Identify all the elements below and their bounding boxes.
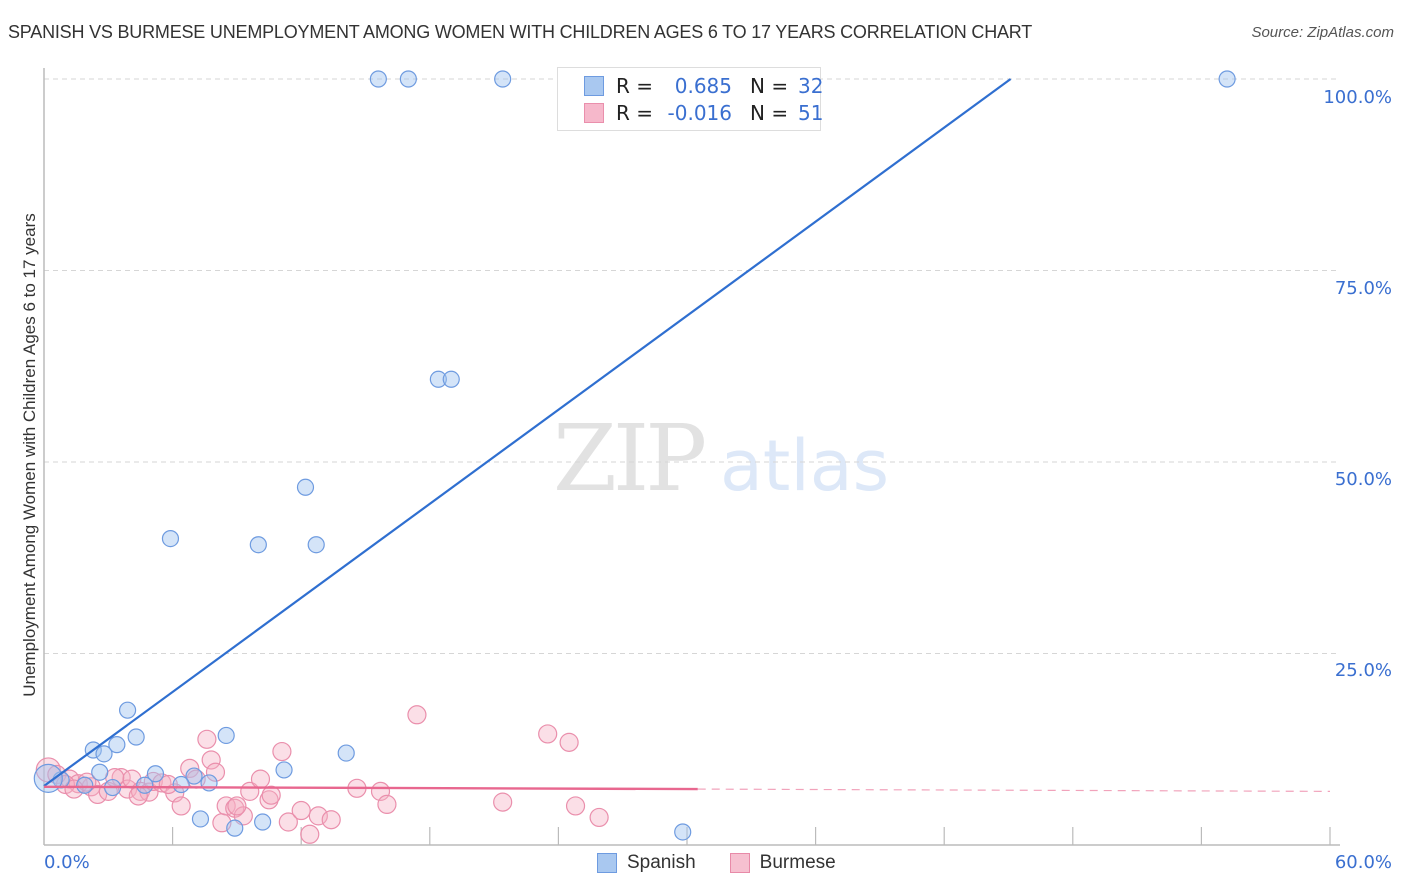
spanish-point	[296, 478, 315, 496]
spanish-point	[217, 726, 235, 745]
n-value: 32	[798, 74, 824, 98]
burmese-point	[233, 806, 253, 826]
series-legend: Spanish Burmese	[597, 852, 870, 874]
spanish-point	[91, 763, 109, 781]
burmese-trend-line	[43, 785, 698, 791]
n-label: N =	[750, 101, 789, 125]
spanish-point	[191, 810, 210, 828]
y-axis-title: Unemployment Among Women with Children A…	[20, 213, 39, 697]
spanish-point	[226, 819, 244, 837]
spanish-point	[1218, 70, 1236, 88]
burmese-point	[538, 724, 558, 744]
spanish-point	[275, 761, 293, 779]
axes	[43, 68, 1340, 846]
chart-title: SPANISH VS BURMESE UNEMPLOYMENT AMONG WO…	[8, 22, 1033, 42]
burmese-point	[227, 796, 247, 816]
burmese-point	[308, 806, 328, 826]
spanish-point	[185, 767, 203, 785]
spanish-point	[442, 370, 460, 388]
burmese-point	[565, 796, 586, 816]
burmese-point	[55, 774, 76, 795]
burmese-point	[158, 774, 178, 795]
spanish-point	[307, 536, 325, 554]
burmese-point	[407, 705, 427, 725]
legend-item-burmese[interactable]: Burmese	[729, 852, 836, 874]
legend-label-spanish: Spanish	[627, 852, 696, 873]
spanish-point	[127, 728, 145, 746]
legend-row-spanish: R = 0.685 N = 32	[584, 74, 823, 98]
burmese-point	[300, 824, 320, 844]
burmese-swatch	[584, 103, 604, 123]
burmese-point	[171, 796, 191, 816]
burmese-point	[180, 758, 200, 779]
spanish-point	[429, 370, 447, 388]
spanish-swatch	[584, 76, 604, 96]
burmese-point	[201, 750, 221, 770]
spanish-point	[136, 776, 154, 794]
spanish-point	[369, 70, 387, 88]
burmese-swatch	[729, 853, 750, 873]
n-value: 51	[798, 101, 824, 125]
spanish-swatch	[597, 853, 617, 873]
burmese-point	[291, 800, 311, 821]
spanish-point	[494, 70, 512, 88]
spanish-point	[399, 70, 417, 88]
spanish-point	[674, 823, 692, 841]
legend-row-burmese: R = -0.016 N = 51	[584, 101, 823, 125]
burmese-point	[493, 792, 513, 812]
burmese-point	[272, 741, 292, 762]
trend-lines	[43, 78, 1331, 792]
y-tick-50: 50.0%	[1334, 469, 1392, 490]
spanish-point	[118, 701, 137, 719]
burmese-point	[205, 762, 226, 782]
y-tick-100: 100.0%	[1323, 87, 1392, 108]
legend-label-burmese: Burmese	[759, 852, 836, 873]
burmese-point	[321, 810, 341, 830]
watermark-zip: ZIP	[553, 405, 707, 512]
y-tick-75: 75.0%	[1334, 278, 1392, 299]
burmese-point	[64, 779, 84, 799]
spanish-point	[249, 536, 267, 554]
r-value: 0.685	[674, 74, 732, 98]
burmese-point	[377, 794, 397, 815]
spanish-trend-line	[43, 78, 1012, 787]
r-label: R =	[616, 74, 654, 98]
x-tick-min: 0.0%	[44, 852, 90, 873]
spanish-point	[76, 776, 94, 794]
r-value: -0.016	[667, 101, 732, 125]
burmese-point	[589, 807, 609, 828]
source-label: Source: ZipAtlas.com	[1251, 24, 1394, 41]
spanish-points	[33, 70, 1236, 841]
x-tick-max: 60.0%	[1334, 852, 1392, 873]
spanish-point	[172, 775, 190, 794]
y-tick-25: 25.0%	[1334, 660, 1392, 681]
spanish-point	[108, 736, 126, 754]
watermark-atlas: atlas	[720, 425, 890, 507]
gridlines	[44, 78, 1340, 654]
spanish-point	[146, 765, 165, 783]
spanish-point	[161, 529, 180, 548]
burmese-trend-extension	[697, 788, 1331, 792]
burmese-point	[278, 812, 298, 832]
burmese-point	[559, 732, 579, 752]
spanish-point	[337, 744, 355, 762]
burmese-point	[197, 729, 217, 749]
burmese-point	[261, 785, 281, 805]
spanish-point	[254, 813, 272, 831]
correlation-legend: R = 0.685 N = 32 R = -0.016 N = 51	[557, 67, 823, 131]
burmese-point	[87, 784, 108, 805]
burmese-points	[35, 705, 609, 844]
burmese-point	[250, 769, 271, 789]
n-label: N =	[750, 74, 789, 98]
spanish-point	[95, 745, 113, 763]
spanish-point	[33, 763, 63, 793]
r-label: R =	[616, 101, 654, 125]
legend-item-spanish[interactable]: Spanish	[597, 852, 696, 874]
